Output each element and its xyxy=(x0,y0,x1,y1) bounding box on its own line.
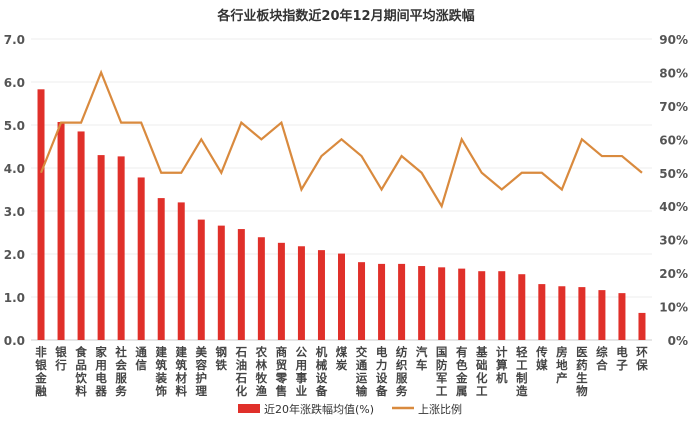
bar-钢铁 xyxy=(217,225,225,340)
x-axis-label: 建筑材料 xyxy=(175,345,187,398)
bar-医药生物 xyxy=(578,287,586,340)
x-axis-label: 国防军工 xyxy=(436,345,448,398)
bar-农林牧渔 xyxy=(257,237,265,340)
x-axis-label: 钢铁 xyxy=(216,345,228,372)
bar-房地产 xyxy=(558,286,566,340)
bar-公用事业 xyxy=(297,246,305,340)
x-axis-label: 公用事业 xyxy=(295,345,308,398)
bar-汽车 xyxy=(418,266,426,340)
x-axis-label: 通信 xyxy=(135,345,147,372)
bar-环保 xyxy=(638,312,646,340)
left-axis-tick: 5.0 xyxy=(4,119,25,133)
right-axis-tick: 30% xyxy=(659,234,688,248)
x-axis-label: 农林牧渔 xyxy=(255,345,268,398)
x-axis-label: 电力设备 xyxy=(375,345,388,398)
x-axis-label: 社会服务 xyxy=(114,345,127,398)
x-axis-label: 交通运输 xyxy=(356,345,368,398)
bar-煤炭 xyxy=(338,253,345,340)
x-axis-label: 机械设备 xyxy=(315,345,328,398)
bar-交通运输 xyxy=(358,262,366,340)
x-axis-label: 非银金融 xyxy=(34,345,47,398)
bar-电子 xyxy=(618,293,626,340)
bar-纺织服务 xyxy=(398,263,406,340)
left-axis-tick: 3.0 xyxy=(4,205,25,219)
x-axis-label: 房地产 xyxy=(556,345,568,385)
right-axis-tick: 20% xyxy=(659,267,688,281)
right-axis-tick: 60% xyxy=(659,133,688,147)
legend-bar-swatch xyxy=(238,404,260,413)
left-axis-tick: 6.0 xyxy=(4,76,25,90)
legend: 近20年涨跌幅均值(%) 上涨比例 xyxy=(238,402,462,416)
right-axis-tick: 10% xyxy=(659,301,688,315)
bar-建筑装饰 xyxy=(157,198,165,340)
bar-计算机 xyxy=(498,271,506,340)
bar-建筑材料 xyxy=(177,202,185,340)
bar-商贸零售 xyxy=(277,242,285,340)
x-axis-label: 食品饮料 xyxy=(74,345,87,398)
x-axis-label: 纺织服务 xyxy=(396,345,408,398)
left-axis-tick: 7.0 xyxy=(4,33,25,47)
x-axis-label: 石油石化 xyxy=(235,345,248,398)
legend-bar-label: 近20年涨跌幅均值(%) xyxy=(264,402,374,416)
right-axis-tick: 40% xyxy=(659,200,688,214)
x-axis-label: 家用电器 xyxy=(94,345,107,398)
left-axis-tick: 4.0 xyxy=(4,162,25,176)
bar-有色金属 xyxy=(458,268,466,340)
x-axis-label: 建筑装饰 xyxy=(154,345,167,398)
x-axis-label: 汽车 xyxy=(416,345,428,372)
right-axis-tick: 80% xyxy=(659,66,688,80)
x-axis-label: 美容护理 xyxy=(195,345,208,398)
bar-基础化工 xyxy=(478,271,486,340)
bar-电力设备 xyxy=(378,263,386,340)
left-axis-tick: 0.0 xyxy=(4,334,25,348)
bar-银行 xyxy=(57,121,65,341)
x-axis-label: 医药生物 xyxy=(576,345,588,398)
x-axis-label: 银行 xyxy=(54,345,67,372)
x-axis-label: 商贸零售 xyxy=(275,345,288,398)
x-axis-label: 电子 xyxy=(616,345,628,372)
right-axis-tick: 70% xyxy=(659,100,688,114)
left-axis-tick: 2.0 xyxy=(4,248,25,262)
x-axis-label: 轻工制造 xyxy=(516,345,528,398)
right-axis-tick: 0% xyxy=(668,334,688,348)
left-axis-tick: 1.0 xyxy=(4,291,25,305)
right-axis-tick: 90% xyxy=(659,33,688,47)
right-axis-tick: 50% xyxy=(659,167,688,181)
bar-石油石化 xyxy=(237,229,245,340)
bar-非银金融 xyxy=(37,89,45,340)
bar-综合 xyxy=(598,290,606,340)
x-axis-label: 计算机 xyxy=(495,345,508,385)
bar-食品饮料 xyxy=(77,131,85,340)
x-axis-label: 基础化工 xyxy=(475,345,488,398)
bar-通信 xyxy=(137,177,145,340)
bar-传媒 xyxy=(538,284,546,340)
chart-title: 各行业板块指数近20年12月期间平均涨跌幅 xyxy=(216,8,474,24)
bar-轻工制造 xyxy=(518,274,526,340)
x-axis-label: 环保 xyxy=(635,345,648,372)
x-axis-label: 煤炭 xyxy=(336,345,348,372)
bar-家用电器 xyxy=(97,155,105,340)
bar-美容护理 xyxy=(197,219,205,340)
bar-机械设备 xyxy=(317,250,325,340)
x-axis-label: 有色金属 xyxy=(455,345,468,398)
bar-国防军工 xyxy=(438,267,446,340)
x-axis-label: 传媒 xyxy=(535,345,548,372)
bar-社会服务 xyxy=(117,156,125,340)
legend-line-label: 上涨比例 xyxy=(418,402,462,416)
x-axis-label: 综合 xyxy=(596,345,608,372)
